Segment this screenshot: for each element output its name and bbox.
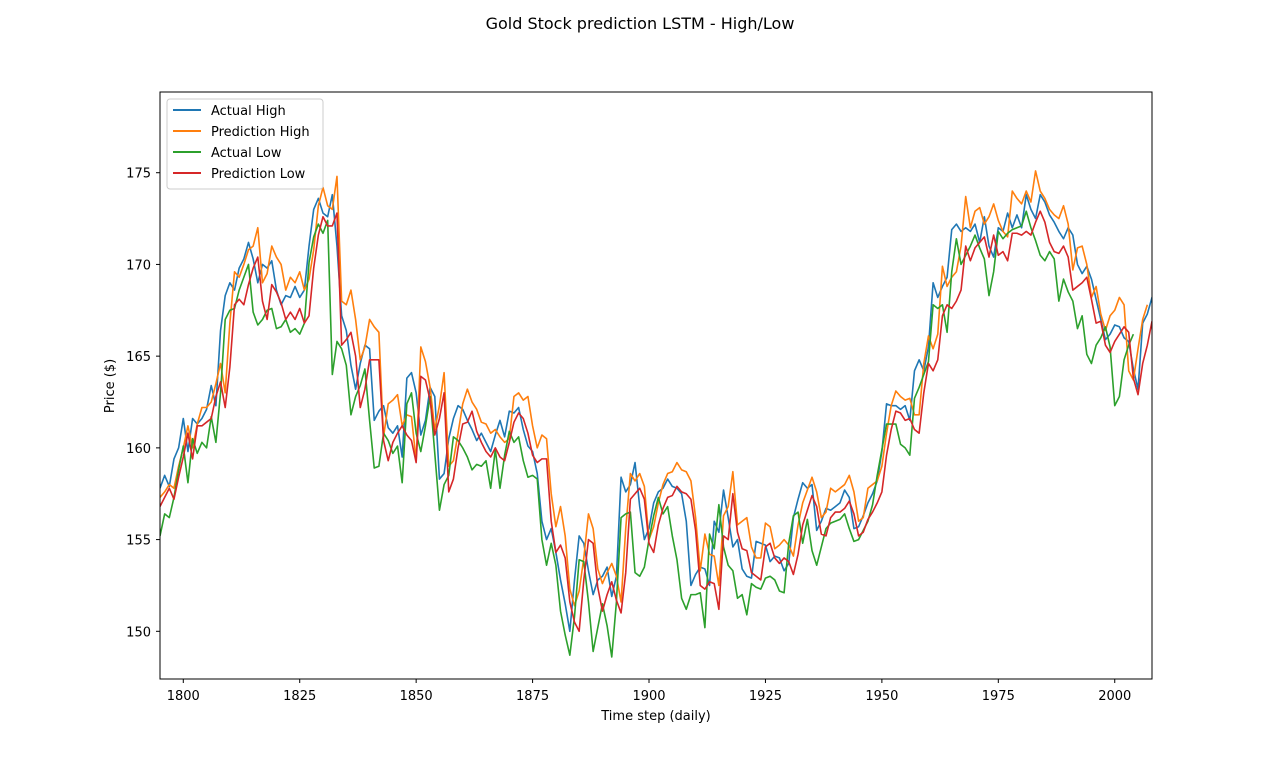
legend: Actual High Prediction High Actual Low Pred… [166,98,324,190]
y-tick-label: 160 [126,442,151,457]
legend-box [166,98,324,190]
series-line-1 [160,170,1149,607]
y-tick-label: 155 [126,534,151,549]
x-tick-label: 1975 [982,689,1015,704]
x-tick-label: 1875 [516,689,549,704]
y-tick-label: 150 [126,625,151,640]
x-tick-label: 1850 [400,689,433,704]
y-axis-label: Price ($) [103,359,118,413]
plot-area [159,91,1153,680]
x-tick-label: 1950 [865,689,898,704]
series-layer [160,170,1152,658]
x-tick-label: 1925 [749,689,782,704]
legend-label-2: Actual Low [211,146,282,161]
legend-label-1: Prediction High [211,125,310,140]
chart-title: Gold Stock prediction LSTM - High/Low [486,14,795,33]
x-tick-label: 1800 [167,689,200,704]
x-tick-label: 2000 [1098,689,1131,704]
series-line-2 [160,210,1135,658]
x-tick-label: 1825 [283,689,316,704]
y-tick-label: 170 [126,258,151,273]
legend-label-3: Prediction Low [211,167,306,182]
legend-label-0: Actual High [211,104,286,119]
y-tick-label: 175 [126,167,151,182]
plot-background [160,92,1152,679]
x-axis: 1800 1825 1850 1875 1900 1925 1950 1975 2000 [167,679,1131,704]
x-axis-label: Time step (daily) [600,709,710,724]
series-line-3 [160,210,1152,633]
y-axis: 150 155 160 165 170 175 [126,167,160,640]
plot-frame [159,91,1153,680]
x-tick-label: 1900 [632,689,665,704]
y-tick-label: 165 [126,350,151,365]
